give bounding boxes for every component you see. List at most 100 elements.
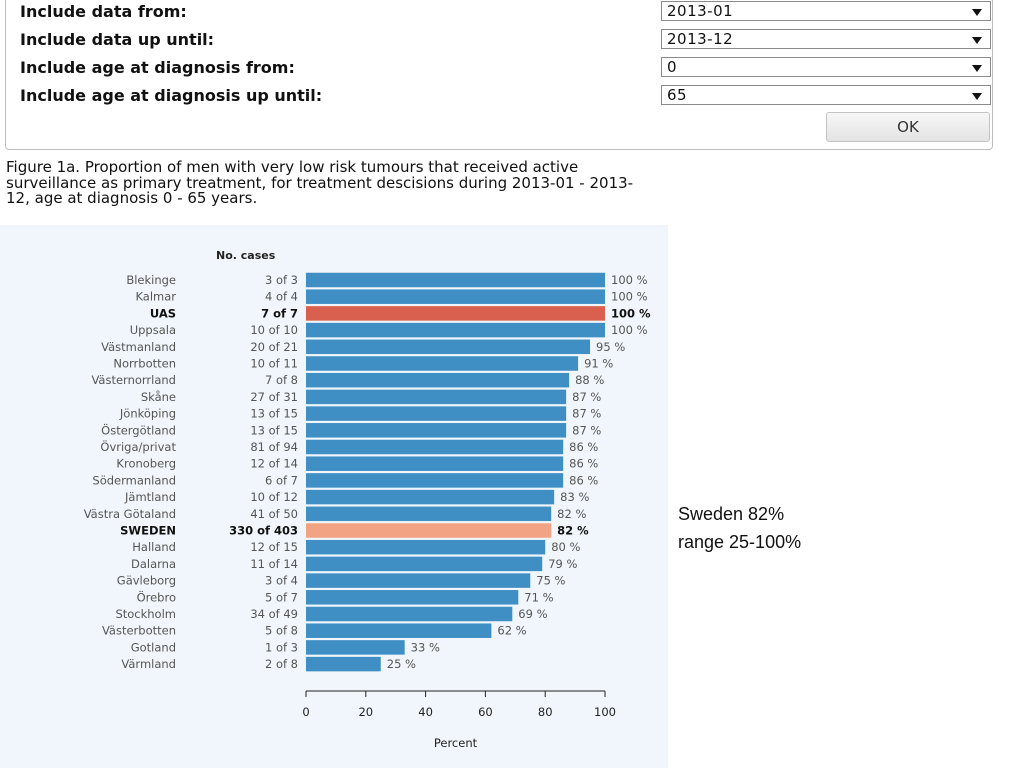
cases-label: 10 of 11: [250, 357, 298, 371]
dropdown-arrow-icon: [972, 93, 982, 100]
bar: [306, 640, 405, 655]
value-label: 69 %: [518, 607, 547, 621]
value-label: 33 %: [411, 640, 440, 654]
value-label: 86 %: [569, 457, 598, 471]
region-label: Jämtland: [124, 490, 176, 504]
age-until-select[interactable]: 65: [661, 85, 991, 105]
region-label: Kalmar: [135, 290, 176, 304]
cases-label: 81 of 94: [250, 440, 298, 454]
region-label: Västerbotten: [102, 624, 176, 638]
cases-label: 330 of 403: [229, 524, 298, 538]
value-label: 87 %: [572, 423, 601, 437]
select-value: 0: [667, 58, 678, 76]
region-label: Västmanland: [101, 340, 176, 354]
bar: [306, 590, 519, 605]
x-tick-label: 0: [302, 705, 309, 719]
x-tick-label: 20: [358, 705, 373, 719]
cases-header: No. cases: [216, 249, 276, 262]
value-label: 86 %: [569, 440, 598, 454]
filter-row-age-from: Include age at diagnosis from: 0: [16, 57, 992, 79]
cases-label: 20 of 21: [250, 340, 298, 354]
region-label: Gävleborg: [117, 574, 176, 588]
region-label: Blekinge: [126, 273, 176, 287]
cases-label: 10 of 12: [250, 490, 298, 504]
bar: [306, 389, 567, 405]
cases-label: 34 of 49: [250, 607, 298, 621]
region-label: UAS: [150, 306, 176, 320]
region-label: Västernorrland: [91, 373, 176, 387]
x-tick-label: 80: [538, 705, 553, 719]
cases-label: 4 of 4: [265, 290, 298, 304]
region-label: Örebro: [137, 588, 176, 604]
value-label: 100 %: [611, 306, 651, 320]
value-label: 88 %: [575, 373, 604, 387]
select-value: 2013-12: [667, 30, 734, 48]
bar: [306, 606, 513, 622]
value-label: 83 %: [560, 490, 589, 504]
value-label: 95 %: [596, 340, 625, 354]
cases-label: 12 of 15: [250, 540, 298, 554]
value-label: 91 %: [584, 357, 613, 371]
bar: [306, 423, 567, 438]
figure-caption: Figure 1a. Proportion of men with very l…: [6, 158, 634, 207]
x-tick-label: 60: [478, 705, 493, 719]
value-label: 79 %: [548, 557, 577, 571]
value-label: 86 %: [569, 473, 598, 487]
x-tick-label: 100: [594, 705, 616, 719]
data-from-select[interactable]: 2013-01: [661, 1, 991, 21]
bar: [306, 289, 605, 304]
cases-label: 27 of 31: [250, 390, 298, 404]
x-tick-label: 40: [418, 705, 433, 719]
bar: [306, 473, 564, 488]
region-label: Södermanland: [92, 473, 176, 487]
x-axis-label: Percent: [434, 736, 478, 750]
value-label: 100 %: [611, 273, 648, 287]
filter-label: Include data up until:: [20, 30, 215, 49]
region-label: Skåne: [141, 390, 176, 404]
region-label: Halland: [132, 540, 176, 554]
age-from-select[interactable]: 0: [661, 57, 991, 77]
data-until-select[interactable]: 2013-12: [661, 29, 991, 49]
region-label: SWEDEN: [120, 524, 176, 538]
region-label: Övriga/privat: [100, 438, 176, 454]
bar-chart: No. cases Blekinge 3 of 3 100 % Kalmar 4 of 4…: [84, 249, 651, 750]
bar: [306, 272, 605, 288]
cases-label: 41 of 50: [250, 507, 298, 521]
filter-label: Include data from:: [20, 2, 187, 21]
region-label: Gotland: [131, 640, 176, 654]
chart-area: No. cases Blekinge 3 of 3 100 % Kalmar 4 of 4…: [0, 225, 668, 768]
annotation-national-rate: Sweden 82%: [678, 504, 785, 524]
cases-label: 7 of 8: [265, 373, 298, 387]
value-label: 100 %: [611, 323, 648, 337]
cases-label: 10 of 10: [250, 323, 298, 337]
bar: [306, 406, 567, 421]
region-label: Östergötland: [101, 421, 176, 437]
filter-label: Include age at diagnosis from:: [20, 58, 295, 77]
bar: [306, 456, 564, 471]
cases-label: 3 of 4: [265, 574, 298, 588]
cases-label: 2 of 8: [265, 657, 298, 671]
ok-button[interactable]: OK: [826, 112, 990, 142]
value-label: 80 %: [551, 540, 580, 554]
bar: [306, 623, 492, 638]
value-label: 82 %: [557, 507, 586, 521]
cases-label: 13 of 15: [250, 407, 298, 421]
annotation-range: range 25-100%: [678, 532, 802, 552]
value-label: 87 %: [572, 390, 601, 404]
cases-label: 12 of 14: [250, 457, 298, 471]
value-label: 62 %: [497, 624, 526, 638]
region-label: Värmland: [121, 657, 176, 671]
value-label: 71 %: [524, 590, 553, 604]
cases-label: 13 of 15: [250, 423, 298, 437]
bar: [306, 322, 605, 338]
bar: [306, 573, 531, 588]
filter-row-data-until: Include data up until: 2013-12: [16, 29, 992, 51]
cases-label: 6 of 7: [265, 473, 298, 487]
value-label: 100 %: [611, 290, 648, 304]
filter-row-data-from: Include data from: 2013-01: [16, 1, 992, 23]
bar: [306, 306, 605, 321]
bar: [306, 506, 552, 522]
cases-label: 3 of 3: [265, 273, 298, 287]
filter-label: Include age at diagnosis up until:: [20, 86, 323, 105]
bar: [306, 489, 555, 505]
